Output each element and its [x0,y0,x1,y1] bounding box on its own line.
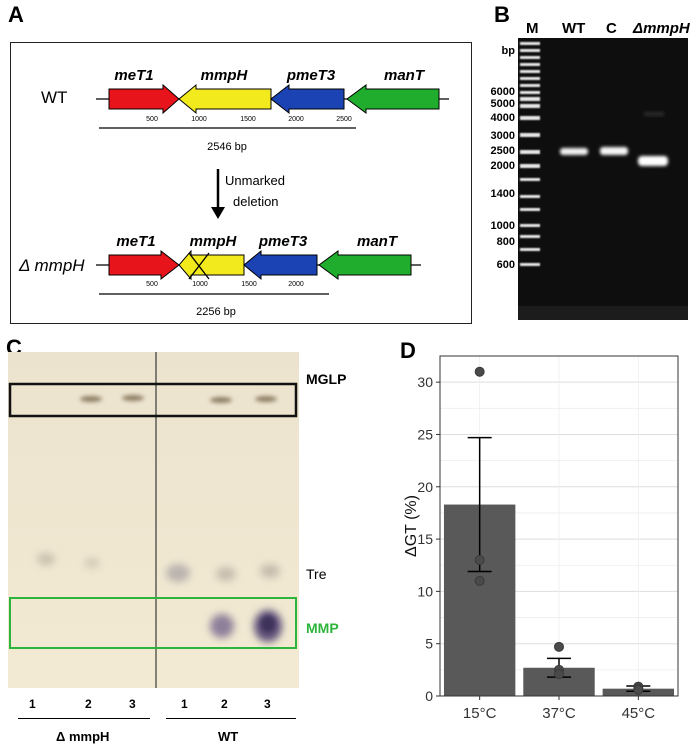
wt-tick-2000: 2000 [288,116,304,123]
mutant-tick-1000: 1000 [192,281,208,288]
mutant-gene-label-mmpH: mmpH [190,233,238,250]
mmp-box [9,597,297,649]
lane-label-marker: M [526,20,539,37]
band-wt [560,148,588,155]
band-mutant [638,156,668,166]
lane-number-wt-2: 2 [221,697,228,711]
group-bar-wt [166,718,296,719]
wt-tick-500: 500 [146,116,158,123]
mutant-construct-label: Δ mmpH [18,256,85,275]
wt-construct-label: WT [41,88,67,107]
marker-5000: 5000 [490,98,515,110]
data-point [633,684,644,695]
marker-unit-label: bp [501,45,515,57]
wt-gene-label-mmpH: mmpH [201,67,249,84]
data-point [554,641,564,652]
band-label-mmp: MMP [306,620,339,636]
tlc-plate-image [8,352,299,688]
panel-letter-a: A [8,2,24,27]
wt-gene-label-manT: manT [384,67,426,84]
group-label-wt: WT [218,729,239,744]
group-bar-mut [18,718,150,719]
marker-3000: 3000 [490,130,515,142]
gene-map-panel: WT meT1 mmpH pmeT3 manT 500 1000 1500 20… [10,42,472,324]
panel-letter-d: D [400,338,416,363]
data-point [554,669,564,680]
x-tick-label: 45°C [622,705,656,722]
lane-number-wt-1: 1 [181,697,188,711]
agarose-gel-image [518,38,688,320]
marker-1000: 1000 [490,220,515,232]
y-tick-label: 5 [425,636,433,652]
y-tick-label: 30 [417,374,433,390]
panel-letter-b: B [494,2,510,27]
marker-600: 600 [496,259,515,271]
wt-gene-pmeT3-arrow [270,83,345,115]
y-tick-label: 0 [425,688,433,704]
bar-chart: 0 5 10 15 20 25 30 15°C 37°C 45°C ΔGT (%) [398,350,688,746]
group-label-mut: Δ mmpH [56,729,110,744]
marker-6000: 6000 [490,86,515,98]
marker-800: 800 [496,236,515,248]
deletion-text-line1: Unmarked [225,173,285,188]
y-tick-label: 10 [417,583,433,599]
wt-tick-2500: 2500 [336,116,352,123]
lane-label-mutant: ΔmmpH [633,20,690,37]
y-tick-label: 15 [417,531,433,547]
wt-gene-label-meT1: meT1 [114,67,153,84]
y-tick-label: 20 [417,479,433,495]
y-axis-label: ΔGT (%) [403,495,420,557]
mutant-gene-meT1-arrow [108,249,180,281]
lane-number-wt-3: 3 [264,697,271,711]
wt-gene-meT1-arrow [108,83,180,115]
mutant-tick-2000: 2000 [288,281,304,288]
dna-ladder-bands [520,42,540,266]
deletion-arrow-head [211,207,225,219]
mutant-gene-mmpH-arrow [178,249,245,281]
lane-number-mut-3: 3 [129,697,136,711]
mutant-gene-label-manT: manT [357,233,399,250]
data-point [474,555,485,565]
lane-number-mut-2: 2 [85,697,92,711]
mglp-box [8,382,298,418]
y-tick-label: 25 [417,426,433,442]
wt-tick-1500: 1500 [240,116,256,123]
mutant-gene-manT-arrow [318,250,412,280]
marker-4000: 4000 [490,112,515,124]
data-point [474,575,485,586]
mutant-length-label: 2256 bp [196,306,236,318]
wt-gene-manT-arrow [346,84,440,114]
mutant-tick-500: 500 [146,281,158,288]
x-tick-label: 15°C [463,705,497,722]
lane-label-wt: WT [562,20,586,37]
chart-svg: 0 5 10 15 20 25 30 15°C 37°C 45°C ΔGT (%) [403,355,679,722]
mutant-gene-label-pmeT3: pmeT3 [258,233,308,250]
mutant-gene-pmeT3-arrow [243,249,318,281]
gene-map-diagram: WT meT1 mmpH pmeT3 manT 500 1000 1500 20… [18,67,449,318]
wt-gene-label-pmeT3: pmeT3 [286,67,336,84]
wt-length-label: 2546 bp [207,141,247,153]
lane-number-mut-1: 1 [29,697,36,711]
band-label-mglp: MGLP [306,371,347,387]
deletion-text-line2: deletion [233,194,279,209]
mutant-gene-label-meT1: meT1 [116,233,155,250]
x-tick-label: 37°C [542,705,576,722]
marker-2500: 2500 [490,145,515,157]
plot-border [439,355,679,697]
marker-2000: 2000 [490,160,515,172]
band-complement [600,147,628,155]
band-label-tre: Tre [306,566,327,582]
lane-label-complement: C [606,20,617,37]
wt-gene-mmpH-arrow [178,83,272,115]
marker-1400: 1400 [490,188,515,200]
wt-tick-1000: 1000 [191,116,207,123]
data-point [474,366,485,377]
mutant-tick-1500: 1500 [241,281,257,288]
